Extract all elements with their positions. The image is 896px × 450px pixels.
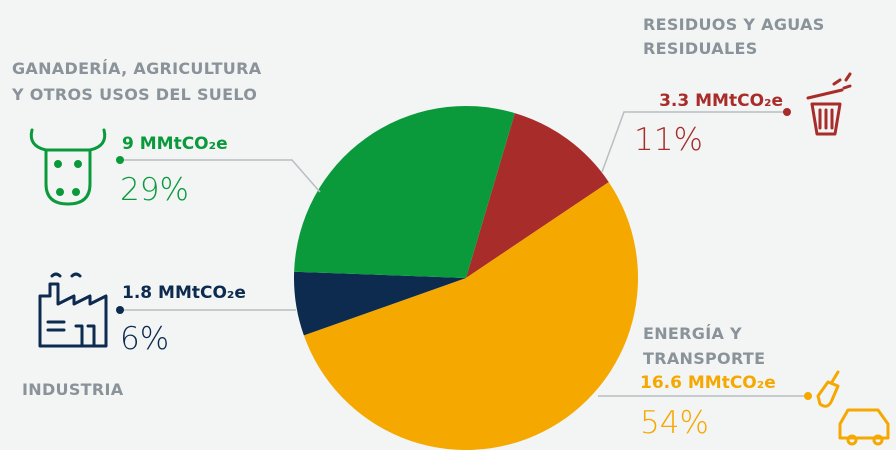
leader-line [601,111,787,173]
pie-slice [303,182,638,450]
category-label: RESIDUALES [643,39,758,58]
leader-dot [804,392,812,400]
category-label: RESIDUOS Y AGUAS [643,15,825,34]
category-label: INDUSTRIA [22,380,124,399]
pie-slice [294,105,515,278]
leader-dot [116,156,124,164]
leader-dot [116,306,124,314]
category-label: GANADERÍA, AGRICULTURA [12,59,262,78]
amount-label: 16.6 MMtCO₂e [640,373,776,393]
cow-icon [29,128,107,206]
icons [29,72,890,446]
amount-label: 9 MMtCO₂e [122,134,228,154]
percent-label: 54% [640,405,709,441]
pie-slice [294,271,466,336]
pie [294,105,638,450]
amount-label: 1.8 MMtCO₂e [122,283,246,303]
percent-label: 11% [634,122,703,158]
percent-label: 29% [120,172,189,208]
pie-slice [466,113,609,278]
category-label: Y OTROS USOS DEL SUELO [11,85,257,104]
leader-dot [783,108,791,116]
trash-icon [806,72,852,136]
factory-icon [38,272,108,348]
category-label: ENERGÍA Y [643,324,742,343]
car-icon [816,370,890,446]
category-label: TRANSPORTE [643,349,765,368]
percent-label: 6% [120,321,169,357]
leader-line [120,159,321,193]
amount-label: 3.3 MMtCO₂e [659,91,783,111]
